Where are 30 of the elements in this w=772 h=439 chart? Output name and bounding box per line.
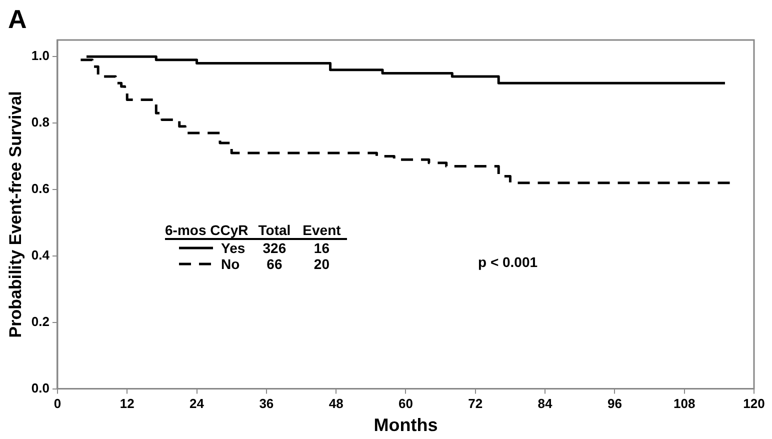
annotation: 20 xyxy=(312,256,330,272)
x-tick-label: 12 xyxy=(120,396,134,412)
chart-title: A xyxy=(8,4,27,35)
annotation: 326 xyxy=(262,239,288,256)
annotation: 66 xyxy=(266,256,284,272)
annotation: p < 0.001 xyxy=(478,254,538,270)
x-tick-label: 24 xyxy=(190,396,205,412)
legend-title: 6-mos CCyR xyxy=(165,222,250,239)
y-tick-label: 0.2 xyxy=(31,314,50,329)
x-tick-label: 60 xyxy=(398,396,413,412)
y-axis-title: Probability Event-free Survival xyxy=(6,91,25,338)
legend-label: Yes xyxy=(220,239,246,256)
x-tick-label: 0 xyxy=(54,396,62,412)
annotation: Event xyxy=(302,222,342,239)
y-tick-label: 0.0 xyxy=(31,380,50,396)
x-tick-label: 108 xyxy=(673,396,696,412)
annotation: Total xyxy=(257,222,292,239)
y-tick-label: 1.0 xyxy=(31,48,50,64)
annotation: 16 xyxy=(312,239,330,256)
x-tick-label: 120 xyxy=(743,396,765,412)
x-tick-label: 72 xyxy=(468,396,483,412)
x-tick-label: 84 xyxy=(538,396,554,412)
y-tick-label: 0.6 xyxy=(31,181,50,196)
x-tick-label: 48 xyxy=(328,396,344,412)
y-tick-label: 0.8 xyxy=(31,114,50,130)
x-axis-title: Months xyxy=(374,415,438,436)
x-tick-label: 96 xyxy=(607,396,622,412)
y-tick-label: 0.4 xyxy=(31,248,50,262)
legend-label: No xyxy=(220,256,241,272)
x-tick-label: 36 xyxy=(259,396,274,412)
